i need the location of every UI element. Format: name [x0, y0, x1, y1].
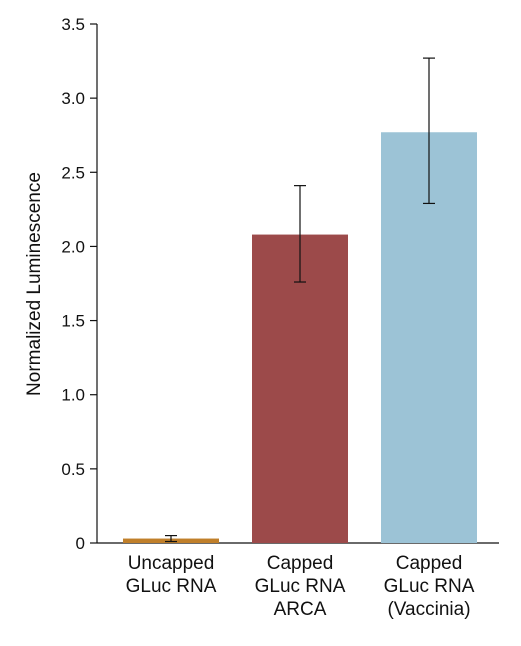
y-axis-title: Normalized Luminescence	[24, 172, 45, 396]
y-tick-label: 2.5	[61, 163, 85, 182]
category-label-line: Capped	[267, 553, 334, 574]
y-tick-label: 3.5	[61, 15, 85, 34]
error-bars	[165, 57, 435, 543]
bar	[252, 234, 348, 543]
y-tick-label: 0.5	[61, 460, 85, 479]
category-label-line: ARCA	[274, 599, 327, 620]
category-label: Uncapped GLuc RNA	[126, 553, 217, 597]
category-label-line: (Vaccinia)	[387, 599, 470, 620]
category-label-line: GLuc RNA	[384, 576, 475, 597]
category-label-line: Uncapped	[128, 553, 215, 574]
category-label-line: GLuc RNA	[255, 576, 346, 597]
y-tick-label: 2.0	[61, 237, 85, 256]
category-label: Capped GLuc RNA (Vaccinia)	[384, 553, 475, 620]
y-axis: 0 0.5 1.0 1.5 2.0 2.5 3.0 3.5	[61, 15, 98, 553]
category-label-line: Capped	[396, 553, 463, 574]
y-tick-label: 0	[76, 534, 85, 553]
y-tick-label: 1.0	[61, 386, 85, 405]
y-tick-label: 1.5	[61, 312, 85, 331]
category-label-line: GLuc RNA	[126, 576, 217, 597]
y-tick-label: 3.0	[61, 89, 85, 108]
bars	[123, 132, 477, 543]
category-label: Capped GLuc RNA ARCA	[255, 553, 346, 620]
